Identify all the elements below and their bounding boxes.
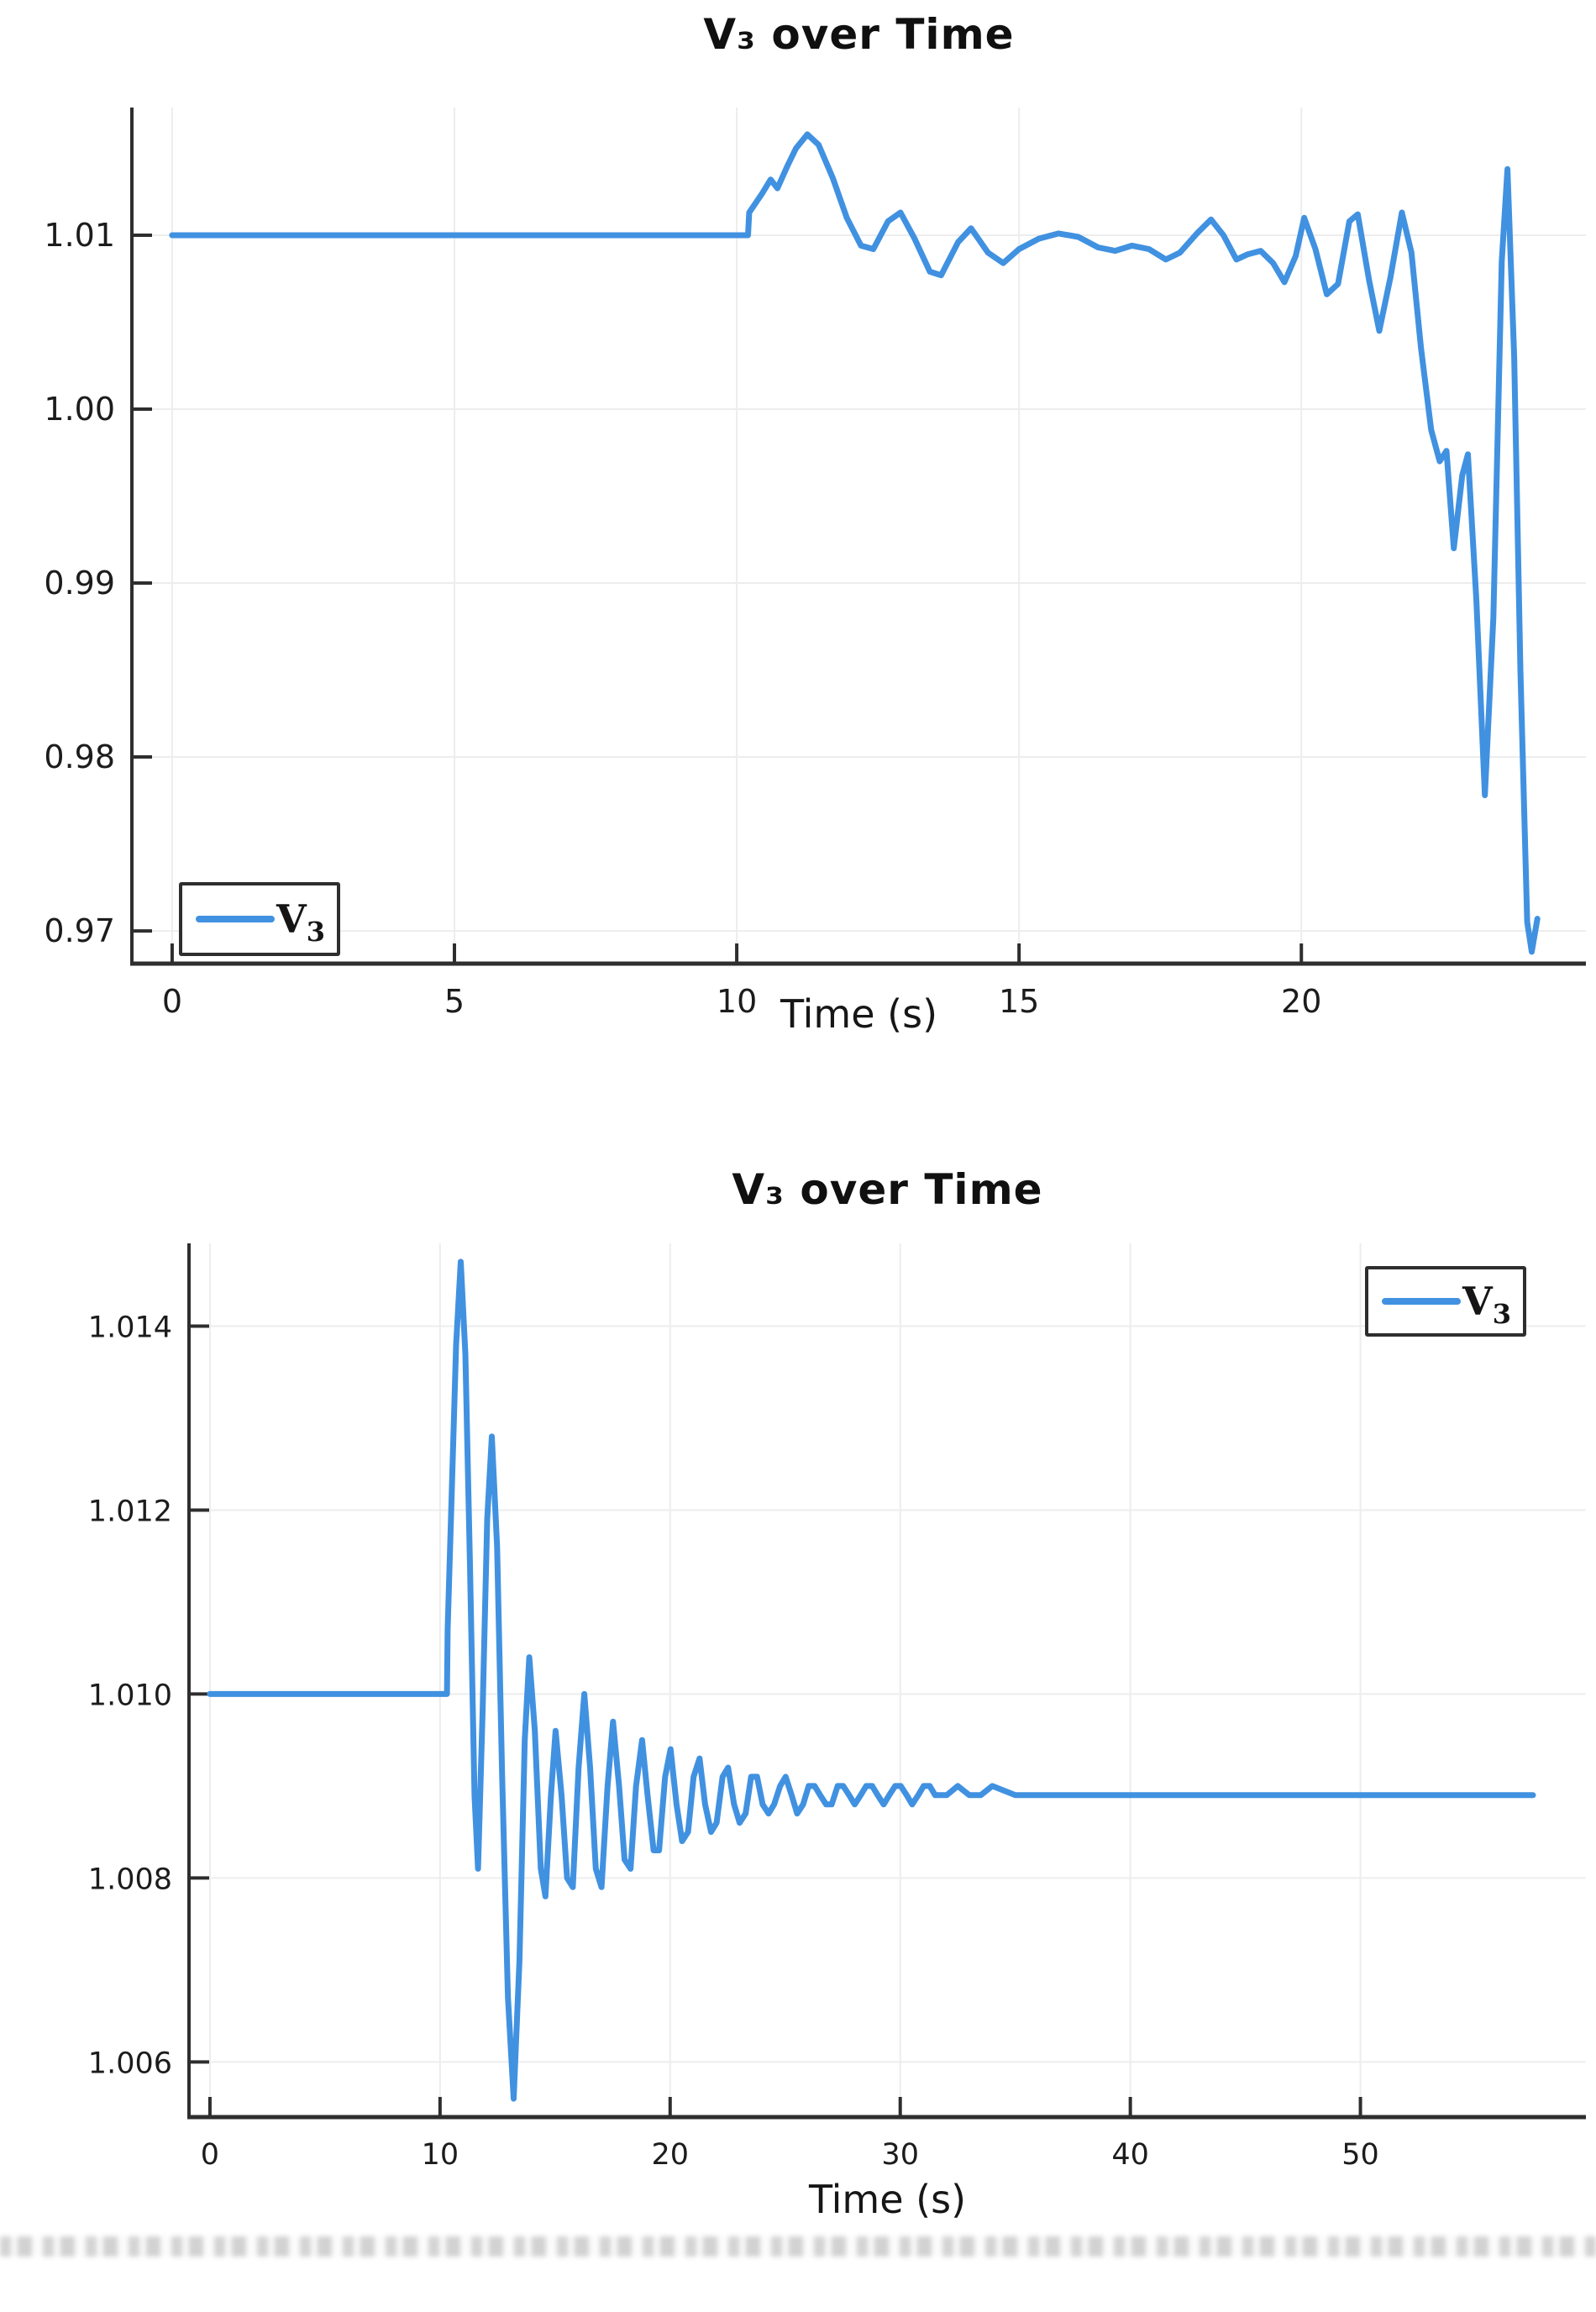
x-tick-label: 30: [881, 2138, 919, 2172]
x-tick-label: 40: [1111, 2138, 1149, 2172]
y-tick-label: 0.97: [44, 912, 115, 949]
chart-title: V₃ over Time: [703, 10, 1015, 59]
chart-title: V₃ over Time: [732, 1165, 1043, 1214]
plot-canvas: 1.014 1.012 1.010 1.008 1.006 0 10 20 30 40 50: [88, 1243, 1586, 2172]
x-tick-label: 20: [1281, 983, 1321, 1020]
legend-label: V3: [1462, 1279, 1511, 1330]
x-axis-label: Time (s): [780, 991, 938, 1037]
y-tick-label: 1.014: [88, 1311, 172, 1345]
x-tick-label: 10: [717, 983, 757, 1020]
series-line: [207, 1258, 1536, 2102]
y-tick-label: 1.006: [88, 2047, 172, 2080]
y-tick-label: 0.99: [44, 565, 115, 602]
x-tick-label: 5: [444, 983, 465, 1020]
blurred-text-strip: [0, 2236, 1596, 2257]
x-tick-label: 0: [201, 2138, 219, 2172]
y-tick-label: 0.98: [44, 738, 115, 775]
voltage-chart-bottom: V₃ over Time 1.014 1.012 1.010 1.008 1.006 0 1…: [0, 1130, 1596, 2294]
x-tick-label: 10: [422, 2138, 459, 2172]
legend-label: V3: [276, 896, 325, 948]
y-tick-label: 1.01: [44, 217, 115, 254]
y-tick-label: 1.010: [88, 1679, 172, 1712]
voltage-chart-top: V₃ over Time 1.01 1.00 0.99 0.98 0.97 0 5 10 15 2…: [0, 0, 1596, 1126]
x-tick-label: 50: [1341, 2138, 1379, 2172]
legend: V3: [179, 882, 340, 956]
plot-canvas: 1.01 1.00 0.99 0.98 0.97 0 5 10 15 20: [44, 108, 1586, 1020]
series-line: [169, 131, 1541, 955]
legend-line-sample: [1382, 1298, 1461, 1305]
x-tick-label: 15: [999, 983, 1039, 1020]
x-tick-label: 0: [162, 983, 182, 1020]
x-axis-label: Time (s): [808, 2177, 967, 2222]
y-tick-label: 1.008: [88, 1863, 172, 1896]
y-tick-label: 1.00: [44, 391, 115, 428]
x-tick-label: 20: [652, 2138, 690, 2172]
legend-line-sample: [196, 916, 275, 922]
y-tick-label: 1.012: [88, 1495, 172, 1528]
legend: V3: [1365, 1266, 1526, 1337]
